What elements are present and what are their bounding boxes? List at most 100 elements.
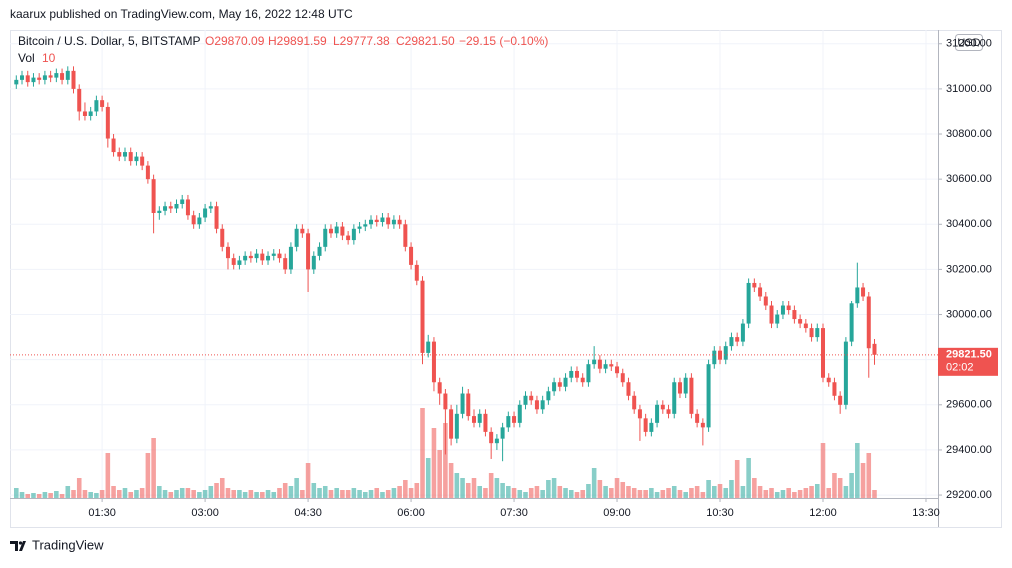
volume-bar — [82, 490, 88, 498]
volume-bar — [385, 490, 391, 498]
volume-bar — [826, 488, 832, 498]
volume-bar — [626, 486, 631, 498]
volume-bar — [94, 493, 99, 498]
candle-body — [157, 210, 162, 214]
candle-body — [666, 409, 671, 414]
candle-body — [380, 217, 385, 223]
candle-body — [866, 296, 871, 349]
candle-body — [346, 235, 351, 241]
volume-bar — [294, 478, 299, 498]
candle-body — [460, 393, 465, 414]
volume-bar — [157, 486, 162, 498]
candle-body — [197, 217, 202, 225]
volume-bar — [671, 486, 677, 498]
candle-body — [174, 203, 179, 209]
volume-bar — [151, 438, 156, 498]
footer-logo — [10, 541, 26, 551]
candle-body — [838, 395, 843, 405]
volume-bar — [363, 492, 368, 498]
volume-bar — [855, 443, 860, 498]
candle-body — [620, 373, 625, 383]
volume-bar — [832, 473, 837, 498]
candle-body — [317, 246, 322, 256]
volume-bar — [202, 490, 208, 498]
last-price-label: 29821.50 — [946, 349, 992, 361]
last-price-box — [938, 347, 998, 376]
candle-body — [809, 328, 814, 338]
volume-bar — [345, 490, 351, 498]
candle-body — [649, 422, 654, 432]
volume-bar — [437, 450, 442, 498]
candle-body — [512, 416, 517, 423]
volume-bar — [168, 492, 174, 498]
candle-body — [637, 409, 642, 419]
volume-bar — [528, 488, 534, 498]
currency-button[interactable] — [955, 34, 983, 51]
candle-body — [65, 70, 70, 80]
candle-body — [328, 228, 333, 234]
candle-body — [803, 323, 808, 329]
volume-bar — [546, 480, 551, 498]
candle-body — [500, 427, 505, 439]
candle-body — [746, 282, 751, 324]
volume-bar — [282, 483, 288, 498]
volume-bar — [162, 490, 168, 498]
volume-bar — [723, 488, 729, 498]
candle-body — [243, 255, 248, 261]
volume-bar — [631, 488, 637, 498]
candle-body — [386, 217, 391, 225]
volume-bar — [271, 492, 277, 498]
volume-bar — [219, 478, 225, 498]
volume-bar — [265, 490, 271, 498]
candle-body — [752, 282, 757, 288]
candle-body — [294, 228, 299, 247]
candle-body — [540, 400, 545, 410]
candle-body — [626, 382, 631, 396]
candle-body — [700, 422, 705, 428]
volume-bar — [71, 490, 76, 498]
volume-value: 10 — [42, 51, 56, 65]
currency-label[interactable]: USD — [957, 37, 980, 49]
volume-bar — [111, 486, 116, 498]
candle-body — [820, 328, 826, 378]
volume-bar — [666, 488, 671, 498]
candle-body — [723, 346, 728, 360]
volume-bar — [431, 428, 437, 498]
volume-bar — [208, 486, 214, 498]
candle-body — [351, 228, 356, 241]
candle-body — [214, 206, 219, 229]
candle-body — [609, 364, 614, 367]
volume-bar — [774, 492, 780, 498]
volume-bar — [574, 492, 580, 498]
candle-body — [466, 393, 471, 417]
candle-body — [592, 359, 597, 365]
candle-body — [706, 364, 711, 428]
candle-body — [140, 156, 145, 166]
volume-bar — [740, 486, 746, 498]
candle-body — [20, 75, 25, 80]
volume-bar — [374, 488, 380, 498]
volume-bar — [48, 493, 53, 498]
volume-bar — [380, 492, 385, 498]
candle-body — [145, 165, 150, 180]
candle-body — [615, 366, 620, 374]
candle-body — [117, 152, 122, 157]
candle-body — [792, 310, 797, 320]
candle-body — [134, 156, 139, 162]
volume-bar — [242, 492, 248, 498]
candle-body — [14, 79, 19, 85]
candle-body — [597, 359, 602, 369]
volume-bar — [191, 490, 196, 498]
candle-body — [168, 206, 173, 209]
volume-label: Vol — [18, 51, 35, 65]
volume-bar — [311, 483, 317, 498]
volume-bar — [248, 490, 254, 498]
countdown-label: 02:02 — [946, 362, 974, 374]
volume-bar — [694, 486, 700, 498]
y-tick-label: 30200.00 — [946, 263, 992, 275]
logo-dot — [18, 541, 23, 545]
x-tick-label: 09:00 — [603, 507, 631, 519]
volume-bar — [54, 491, 59, 498]
volume-bar — [654, 492, 660, 498]
candle-body — [695, 413, 700, 423]
